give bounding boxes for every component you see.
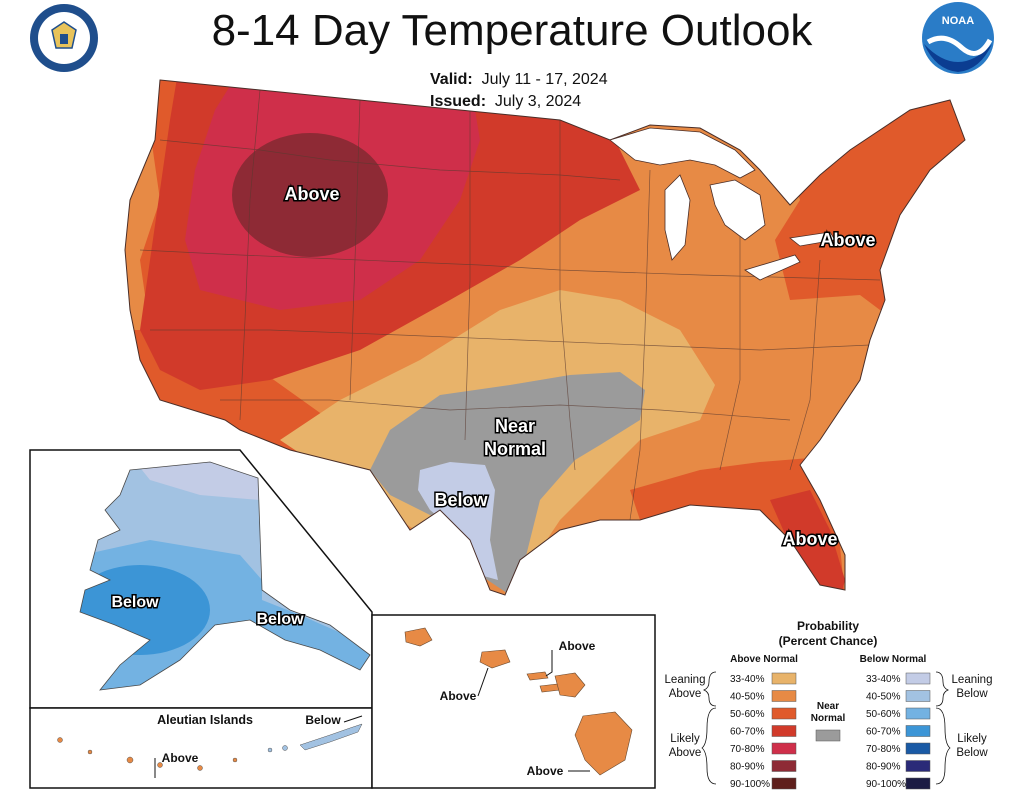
- aleutian-inset-frame: [29, 707, 373, 789]
- legend-below-item-swatch: [905, 777, 931, 790]
- legend-above-item-swatch: [771, 760, 797, 772]
- legend-below-item-swatch: [905, 760, 931, 772]
- conus-northwest-80-90-region: [232, 133, 388, 257]
- label-conus-northwest-above: Above: [284, 184, 339, 204]
- legend-above-item-swatch: [771, 725, 797, 737]
- label-conus-near-normal-line1: Near: [495, 416, 535, 436]
- legend-title-line1: Probability: [797, 619, 859, 633]
- noaa-logo-icon: NOAA: [922, 2, 994, 74]
- legend-below-item-label: 60-70%: [866, 727, 901, 738]
- legend-above-item-label: 60-70%: [730, 727, 765, 738]
- legend-title-line2: (Percent Chance): [779, 634, 878, 648]
- probability-legend: Probability (Percent Chance) Above Norma…: [665, 619, 993, 790]
- legend-above-item-swatch: [771, 672, 797, 685]
- legend-leaning-below-line1: Leaning: [952, 674, 993, 686]
- conus-texas-below-region: [418, 462, 498, 580]
- noaa-logo-text: NOAA: [942, 15, 974, 27]
- legend-likely-below-line1: Likely: [957, 733, 987, 745]
- issued-value: July 3, 2024: [494, 93, 582, 110]
- legend-above-item-swatch: [771, 690, 797, 702]
- hawaii-inset: Above Above Above: [371, 614, 656, 789]
- legend-below-item-label: 80-90%: [866, 762, 901, 773]
- great-lakes-huron: [709, 179, 766, 241]
- legend-likely-below-brace: [935, 707, 951, 785]
- great-lakes-superior: [609, 127, 756, 179]
- legend-above-item-label: 90-100%: [730, 779, 770, 790]
- legend-likely-below-line2: Below: [956, 747, 988, 759]
- legend-likely-above-line2: Above: [669, 747, 702, 759]
- legend-near-normal-line1: Near: [817, 701, 839, 712]
- alaska-outline: [79, 461, 371, 691]
- legend-above-item-label: 33-40%: [730, 674, 765, 685]
- legend-below-swatches: 33-40% 40-50% 50-60% 60-70% 70-80% 80-90% 90-1…: [866, 672, 931, 790]
- valid-dates: Valid: July 11 - 17, 2024: [430, 71, 608, 89]
- legend-below-item-label: 33-40%: [866, 674, 901, 685]
- alaska-inset: Below Below: [29, 449, 373, 709]
- label-conus-northeast-above: Above: [820, 230, 875, 250]
- legend-near-normal-swatch: [815, 729, 841, 742]
- hawaii-north-pointer: [545, 650, 553, 677]
- valid-label: Valid:: [430, 71, 473, 88]
- legend-near-normal-line2: Normal: [811, 713, 846, 724]
- legend-below-item-label: 90-100%: [866, 779, 906, 790]
- label-aleutian-west-above: Above: [162, 751, 199, 765]
- label-alaska-west-below: Below: [111, 594, 159, 611]
- legend-above-item-label: 50-60%: [730, 709, 765, 720]
- issued-date: Issued: July 3, 2024: [430, 93, 581, 111]
- legend-below-item-swatch: [905, 690, 931, 702]
- valid-value: July 11 - 17, 2024: [481, 71, 608, 88]
- label-aleutian-east-below: Below: [305, 713, 341, 727]
- label-conus-texas-below: Below: [434, 490, 488, 510]
- legend-below-item-swatch: [905, 672, 931, 685]
- legend-below-item-label: 40-50%: [866, 692, 901, 703]
- legend-below-item-swatch: [905, 742, 931, 755]
- great-lakes-michigan: [664, 174, 691, 261]
- label-hawaii-south-above: Above: [527, 764, 564, 778]
- legend-likely-above-line1: Likely: [670, 733, 700, 745]
- legend-likely-above-brace: [701, 707, 717, 785]
- legend-below-item-label: 50-60%: [866, 709, 901, 720]
- legend-leaning-above-line1: Leaning: [665, 674, 706, 686]
- issued-label: Issued:: [430, 93, 487, 110]
- legend-above-item-swatch: [771, 707, 797, 720]
- label-conus-near-normal-line2: Normal: [484, 439, 546, 459]
- aleutian-islands-west: [57, 737, 238, 771]
- page-title: 8-14 Day Temperature Outlook: [211, 6, 813, 55]
- label-hawaii-west-above: Above: [440, 689, 477, 703]
- label-alaska-southeast-below: Below: [256, 611, 304, 628]
- legend-below-header: Below Normal: [860, 654, 927, 665]
- aleutian-east-pointer: [343, 715, 363, 723]
- legend-leaning-above-brace: [702, 671, 717, 707]
- conus-northeast-50-60-region: [775, 80, 965, 330]
- legend-above-item-label: 80-90%: [730, 762, 765, 773]
- legend-above-item-label: 40-50%: [730, 692, 765, 703]
- hawaii-islands: [404, 627, 633, 776]
- legend-above-item-swatch: [771, 777, 797, 790]
- commerce-seal-icon: [30, 4, 98, 72]
- aleutian-title: Aleutian Islands: [157, 713, 253, 727]
- legend-leaning-below-brace: [935, 671, 950, 707]
- legend-above-item-swatch: [771, 742, 797, 755]
- aleutian-islands-east: [267, 723, 363, 753]
- legend-above-header: Above Normal: [730, 654, 798, 665]
- aleutian-inset: Aleutian Islands Below Above: [29, 707, 373, 789]
- great-lakes-erie: [744, 254, 801, 281]
- label-hawaii-north-above: Above: [559, 639, 596, 653]
- legend-above-swatches: 33-40% 40-50% 50-60% 60-70% 70-80% 80-90% 90-1…: [730, 672, 797, 790]
- label-conus-florida-above: Above: [782, 529, 837, 549]
- legend-leaning-below-line2: Below: [956, 688, 988, 700]
- legend-below-item-swatch: [905, 707, 931, 720]
- legend-leaning-above-line2: Above: [669, 688, 702, 700]
- legend-above-item-label: 70-80%: [730, 744, 765, 755]
- conus-near-normal-region: [370, 372, 645, 595]
- conus-florida-60-70-region: [770, 490, 845, 595]
- legend-below-item-swatch: [905, 725, 931, 737]
- hawaii-west-pointer: [477, 667, 489, 697]
- conus-southeast-50-60-region: [630, 458, 845, 595]
- great-lakes-ontario: [789, 231, 836, 247]
- legend-below-item-label: 70-80%: [866, 744, 901, 755]
